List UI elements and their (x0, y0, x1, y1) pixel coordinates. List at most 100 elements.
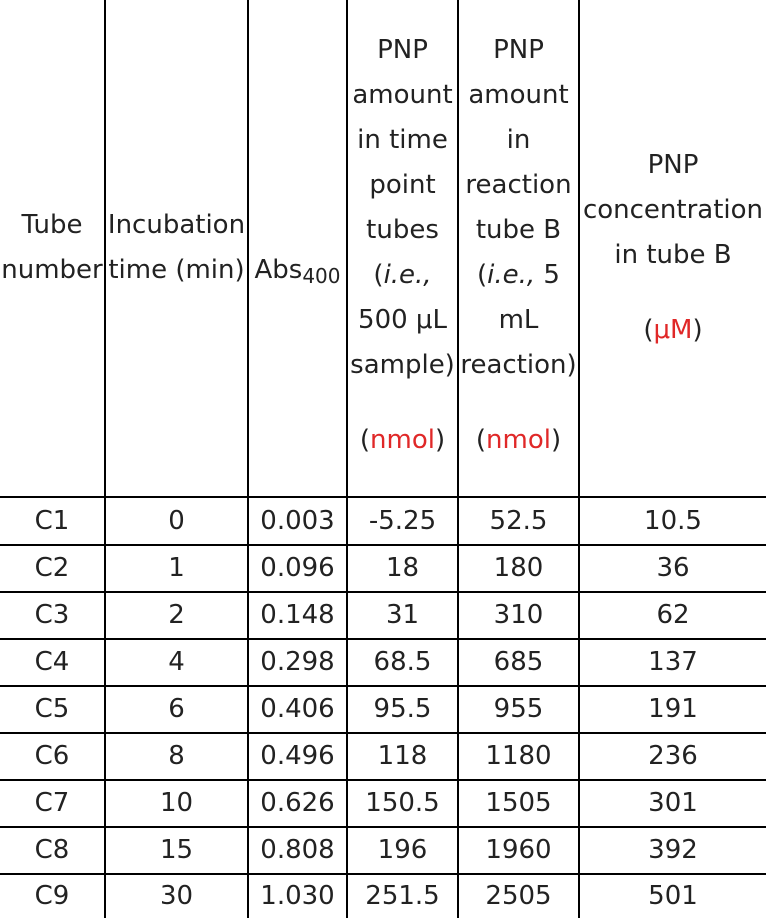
row-divider (0, 544, 766, 546)
unit-label: (nmol) (359, 425, 446, 455)
header-text: PNP (493, 35, 544, 65)
cell-pnp-concentration: 236 (648, 741, 698, 771)
cell-abs400: 0.148 (260, 600, 335, 630)
cell-abs400: 1.030 (260, 881, 335, 911)
header-text: time (min) (108, 255, 245, 285)
header-abs400: Abs400 (249, 0, 346, 496)
paren: ( (477, 260, 488, 290)
cell-abs400: 0.003 (260, 505, 335, 536)
cell-pnp-concentration: 501 (648, 881, 698, 911)
row-divider (0, 826, 766, 828)
header-text: sample) (350, 350, 455, 380)
row-divider (0, 873, 766, 875)
cell-pnp-concentration: 36 (656, 553, 690, 583)
header-text: in time (357, 125, 448, 155)
unit-text: nmol (370, 425, 435, 455)
header-text: amount (468, 80, 569, 110)
header-text: in (506, 125, 531, 155)
column-divider (104, 0, 106, 918)
cell-tube-number: C1 (34, 505, 70, 536)
cell-tube-number: C4 (34, 647, 70, 677)
cell-incubation-time: 0 (168, 505, 185, 536)
cell-abs400: 0.808 (260, 835, 335, 865)
cell-pnp-amount-reaction: 180 (493, 553, 544, 583)
cell-abs400: 0.406 (260, 694, 335, 724)
cell-tube-number: C6 (34, 741, 70, 771)
column-divider (346, 0, 348, 918)
paren: ( (373, 260, 384, 290)
cell-pnp-amount-reaction: 685 (493, 647, 544, 677)
cell-pnp-amount-time-point: 31 (385, 600, 420, 630)
cell-pnp-amount-reaction: 955 (493, 694, 544, 724)
cell-abs400: 0.626 (260, 788, 335, 818)
cell-tube-number: C3 (34, 600, 70, 630)
unit-text: μM (653, 315, 693, 345)
cell-incubation-time: 2 (168, 600, 185, 630)
header-text: point (369, 170, 436, 200)
header-text: (i.e., 5 (477, 253, 560, 298)
row-divider (0, 638, 766, 640)
column-divider (457, 0, 459, 918)
cell-pnp-concentration: 62 (656, 600, 690, 630)
ie-abbrev: i.e., (487, 260, 536, 290)
cell-pnp-amount-time-point: 68.5 (373, 647, 432, 677)
cell-pnp-amount-time-point: 251.5 (365, 881, 440, 911)
cell-pnp-concentration: 10.5 (644, 505, 702, 536)
header-text: number (1, 255, 103, 285)
cell-pnp-concentration: 191 (648, 694, 698, 724)
cell-tube-number: C7 (34, 788, 70, 818)
cell-abs400: 0.096 (260, 553, 335, 583)
header-text: Abs400 (254, 248, 340, 299)
header-text: in tube B (614, 240, 732, 270)
header-text: reaction (465, 170, 572, 200)
header-text: tube B (475, 215, 562, 245)
cell-tube-number: C2 (34, 553, 70, 583)
cell-incubation-time: 15 (159, 835, 194, 865)
cell-pnp-amount-time-point: 18 (385, 553, 420, 583)
cell-pnp-amount-time-point: 118 (377, 741, 428, 771)
header-tube-number: Tube number (0, 0, 104, 496)
cell-abs400: 0.298 (260, 647, 335, 677)
cell-pnp-amount-reaction: 310 (493, 600, 544, 630)
ie-abbrev: i.e., (383, 260, 432, 290)
unit-label: (nmol) (475, 425, 562, 455)
header-text: PNP (377, 35, 428, 65)
cell-pnp-amount-reaction: 52.5 (489, 505, 548, 536)
cell-tube-number: C5 (34, 694, 70, 724)
cell-incubation-time: 4 (168, 647, 185, 677)
unit-text: nmol (486, 425, 551, 455)
header-text: (i.e., (373, 253, 431, 298)
cell-pnp-amount-time-point: 95.5 (373, 694, 432, 724)
header-incubation-time: Incubation time (min) (106, 0, 247, 496)
row-divider (0, 591, 766, 593)
row-divider (0, 779, 766, 781)
cell-pnp-amount-reaction: 1960 (485, 835, 552, 865)
header-text: 500 μL (358, 305, 447, 335)
header-text: mL (498, 305, 539, 335)
column-divider (578, 0, 580, 918)
cell-pnp-amount-reaction: 2505 (485, 881, 552, 911)
header-text: Incubation (107, 210, 246, 240)
header-text: PNP (647, 150, 699, 180)
cell-pnp-amount-time-point: 150.5 (365, 788, 440, 818)
cell-pnp-amount-reaction: 1180 (485, 741, 552, 771)
cell-tube-number: C8 (34, 835, 70, 865)
cell-incubation-time: 8 (168, 741, 185, 771)
cell-abs400: 0.496 (260, 741, 335, 771)
cell-pnp-amount-time-point: -5.25 (368, 505, 437, 536)
ie-suffix: 5 (535, 260, 560, 290)
header-pnp-amount-reaction: PNP amount in reaction tube B (i.e., 5 m… (459, 28, 578, 478)
header-text: tubes (366, 215, 439, 245)
column-divider (247, 0, 249, 918)
cell-tube-number: C9 (34, 881, 70, 911)
unit-label: (μM) (643, 315, 703, 345)
cell-pnp-amount-time-point: 196 (377, 835, 428, 865)
cell-pnp-concentration: 137 (648, 647, 698, 677)
cell-incubation-time: 6 (168, 694, 185, 724)
row-divider (0, 685, 766, 687)
header-pnp-amount-time-point: PNP amount in time point tubes (i.e., 50… (348, 28, 457, 478)
header-text: Tube (21, 210, 83, 240)
abs-label: Abs (254, 254, 303, 285)
cell-incubation-time: 30 (159, 881, 194, 911)
